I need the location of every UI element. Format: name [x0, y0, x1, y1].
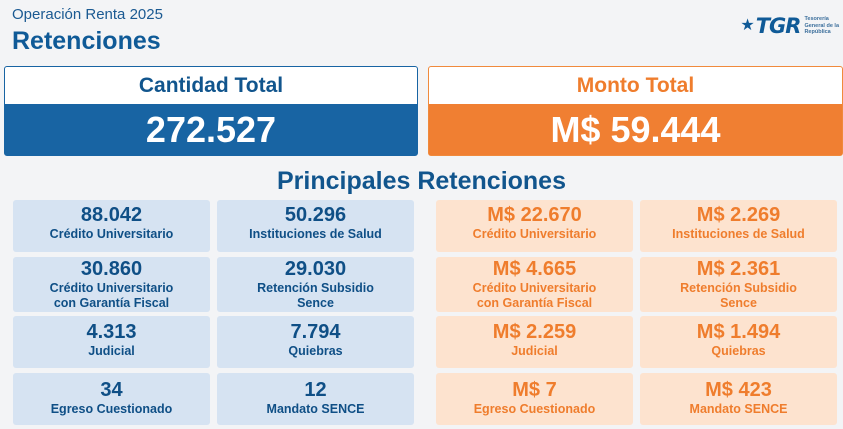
- logo-mark: TGR: [755, 14, 802, 38]
- card-value: M$ 4.665: [492, 258, 577, 280]
- card-label: Mandato SENCE: [266, 402, 365, 416]
- card-value: M$ 1.494: [696, 321, 781, 343]
- card-value: M$ 2.269: [696, 204, 781, 226]
- amount-card-quiebras: M$ 1.494 Quiebras: [640, 316, 837, 368]
- card-value: 30.860: [80, 258, 143, 280]
- amount-card-instituciones-salud: M$ 2.269 Instituciones de Salud: [640, 200, 837, 252]
- total-count-label: Cantidad Total: [138, 74, 284, 97]
- card-label: Crédito Universitario: [472, 227, 597, 241]
- card-label: Mandato SENCE: [689, 402, 788, 416]
- card-label: Quiebras: [288, 344, 343, 358]
- logo-text: Tesorería General de la República: [804, 16, 839, 36]
- header: Operación Renta 2025 Retenciones: [12, 6, 163, 56]
- quantity-card-credito-garantia-fiscal: 30.860 Crédito Universitario con Garantí…: [13, 257, 210, 312]
- quantity-card-quiebras: 7.794 Quiebras: [217, 316, 414, 368]
- card-value: 29.030: [284, 258, 347, 280]
- card-label: Crédito Universitario: [49, 281, 174, 295]
- quantity-card-credito-universitario: 88.042 Crédito Universitario: [13, 200, 210, 252]
- card-value: M$ 7: [512, 379, 557, 401]
- card-label: Retención Subsidio: [257, 281, 374, 295]
- card-value: 34: [100, 379, 123, 401]
- star-icon: ★: [740, 17, 755, 34]
- page-supertitle: Operación Renta 2025: [12, 6, 163, 23]
- card-value: M$ 423: [705, 379, 772, 401]
- logo-line-2: General de la: [804, 22, 839, 29]
- card-value: 88.042: [80, 204, 143, 226]
- total-amount-value: M$ 59.444: [429, 104, 842, 155]
- logo-line-3: República: [804, 29, 831, 36]
- card-label: Judicial: [88, 344, 135, 358]
- total-amount-label: Monto Total: [576, 74, 695, 97]
- amount-card-credito-garantia-fiscal: M$ 4.665 Crédito Universitario con Garan…: [436, 257, 633, 312]
- total-amount-panel: Monto Total M$ 59.444: [428, 66, 843, 156]
- total-count-panel: Cantidad Total 272.527: [4, 66, 418, 156]
- amount-card-judicial: M$ 2.259 Judicial: [436, 316, 633, 368]
- card-label: Quiebras: [711, 344, 766, 358]
- card-value: M$ 2.361: [696, 258, 781, 280]
- card-value: 12: [304, 379, 327, 401]
- amount-card-subsidio-sence: M$ 2.361 Retención Subsidio Sence: [640, 257, 837, 312]
- card-label-secondary: Sence: [720, 296, 757, 310]
- tgr-logo: ★ TGR Tesorería General de la República: [740, 14, 839, 38]
- amount-card-mandato-sence: M$ 423 Mandato SENCE: [640, 373, 837, 425]
- quantity-card-judicial: 4.313 Judicial: [13, 316, 210, 368]
- quantity-card-instituciones-salud: 50.296 Instituciones de Salud: [217, 200, 414, 252]
- card-value: M$ 22.670: [487, 204, 582, 226]
- card-value: 4.313: [86, 321, 137, 343]
- card-label-secondary: con Garantía Fiscal: [53, 296, 170, 310]
- quantity-card-subsidio-sence: 29.030 Retención Subsidio Sence: [217, 257, 414, 312]
- card-label: Egreso Cuestionado: [50, 402, 173, 416]
- card-label: Egreso Cuestionado: [473, 402, 596, 416]
- section-title: Principales Retenciones: [276, 167, 566, 195]
- card-label-secondary: Sence: [297, 296, 334, 310]
- card-label: Retención Subsidio: [680, 281, 797, 295]
- card-label: Instituciones de Salud: [249, 227, 382, 241]
- card-value: 7.794: [290, 321, 341, 343]
- total-count-value: 272.527: [5, 104, 417, 155]
- card-label: Instituciones de Salud: [672, 227, 805, 241]
- quantity-card-mandato-sence: 12 Mandato SENCE: [217, 373, 414, 425]
- page-title: Retenciones: [12, 27, 161, 55]
- logo-line-1: Tesorería: [804, 16, 829, 23]
- amount-card-egreso-cuestionado: M$ 7 Egreso Cuestionado: [436, 373, 633, 425]
- card-label: Judicial: [511, 344, 558, 358]
- card-label: Crédito Universitario: [472, 281, 597, 295]
- quantity-card-egreso-cuestionado: 34 Egreso Cuestionado: [13, 373, 210, 425]
- card-label: Crédito Universitario: [49, 227, 174, 241]
- amount-card-credito-universitario: M$ 22.670 Crédito Universitario: [436, 200, 633, 252]
- card-label-secondary: con Garantía Fiscal: [476, 296, 593, 310]
- card-value: M$ 2.259: [492, 321, 577, 343]
- card-value: 50.296: [284, 204, 347, 226]
